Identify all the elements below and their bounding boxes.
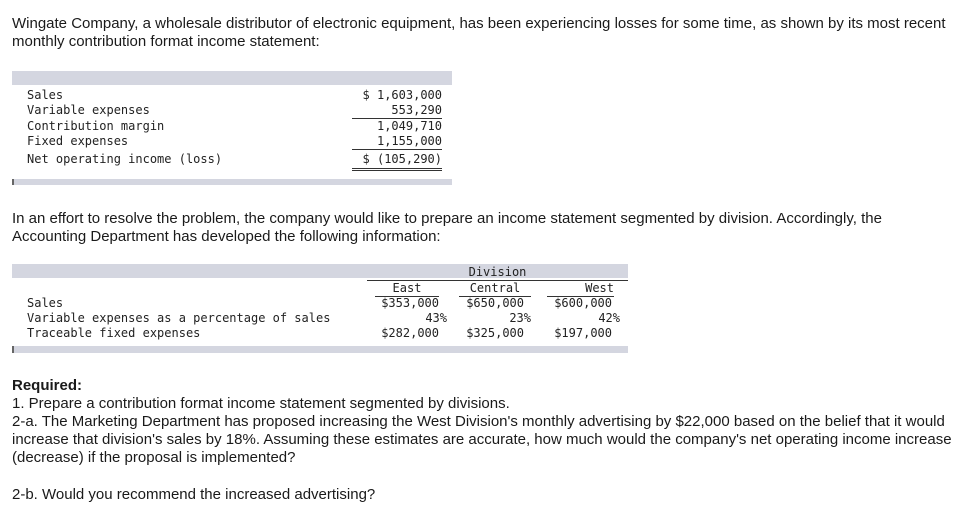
row-label-sales: Sales (27, 88, 64, 102)
table-footer-bar (12, 346, 628, 353)
division-table: Division East Central West Sales $353,00… (12, 264, 628, 354)
row-value-fixed-expenses: 1,155,000 (352, 134, 442, 150)
row-label-net-operating-income: Net operating income (loss) (27, 152, 223, 166)
row-value-net-operating-income: $ (105,290) (352, 152, 442, 171)
cell-fixed-west: $197,000 (554, 326, 612, 340)
division-group-header: Division (367, 265, 628, 281)
table-header-bar (12, 71, 452, 85)
table-header-bar (12, 264, 628, 278)
intro-paragraph: Wingate Company, a wholesale distributor… (12, 15, 946, 50)
column-header-west: West (547, 281, 614, 297)
required-heading: Required: (12, 377, 83, 394)
cell-varpct-east: 43% (425, 311, 447, 325)
cell-fixed-east: $282,000 (381, 326, 439, 340)
row-label-traceable-fixed-expenses: Traceable fixed expenses (27, 326, 201, 340)
required-item-2b: 2-b. Would you recommend the increased a… (12, 486, 376, 503)
cell-sales-west: $600,000 (554, 296, 612, 310)
column-header-east: East (375, 281, 439, 297)
row-value-sales: $ 1,603,000 (362, 88, 442, 102)
income-statement-table: Sales $ 1,603,000 Variable expenses 553,… (12, 71, 452, 185)
row-value-contribution-margin: 1,049,710 (376, 119, 442, 133)
cell-sales-central: $650,000 (466, 296, 524, 310)
row-label-variable-expense-pct: Variable expenses as a percentage of sal… (27, 311, 331, 325)
required-item-1: 1. Prepare a contribution format income … (12, 395, 510, 412)
row-label-variable-expenses: Variable expenses (27, 103, 150, 117)
cell-varpct-central: 23% (509, 311, 531, 325)
cell-varpct-west: 42% (598, 311, 620, 325)
table-footer-bar (12, 179, 452, 185)
required-item-2a: 2-a. The Marketing Department has propos… (12, 413, 952, 466)
column-header-central: Central (459, 281, 531, 297)
cell-fixed-central: $325,000 (466, 326, 524, 340)
row-label-sales: Sales (27, 296, 64, 310)
cell-sales-east: $353,000 (381, 296, 439, 310)
row-label-fixed-expenses: Fixed expenses (27, 134, 129, 148)
row-value-variable-expenses: 553,290 (352, 103, 442, 119)
middle-paragraph: In an effort to resolve the problem, the… (12, 210, 882, 245)
row-label-contribution-margin: Contribution margin (27, 119, 165, 133)
